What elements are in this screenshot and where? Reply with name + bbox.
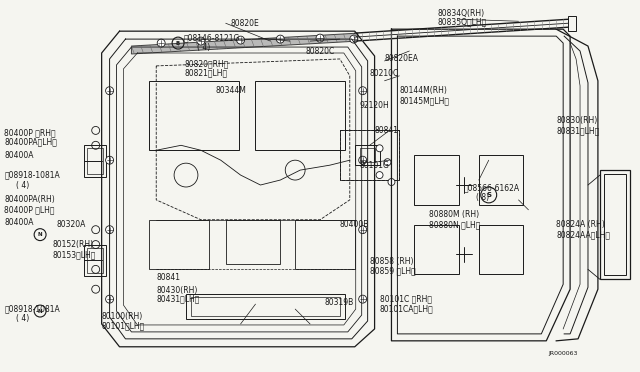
Bar <box>604 174 626 275</box>
Circle shape <box>384 159 391 166</box>
Text: 80400A: 80400A <box>4 218 34 227</box>
Bar <box>414 155 459 205</box>
Text: 80400A: 80400A <box>4 151 34 160</box>
Bar <box>479 225 524 274</box>
Text: 80152(RH): 80152(RH) <box>52 240 93 249</box>
Text: 80400PA(RH): 80400PA(RH) <box>4 195 55 204</box>
Text: 80880M (RH): 80880M (RH) <box>429 210 479 219</box>
Circle shape <box>358 295 367 303</box>
Bar <box>191 297 340 316</box>
Circle shape <box>106 156 113 164</box>
Circle shape <box>316 34 324 42</box>
Text: 80400P 〈RH〉: 80400P 〈RH〉 <box>4 128 56 137</box>
Text: N: N <box>38 232 42 237</box>
Text: 80841: 80841 <box>156 273 180 282</box>
Bar <box>84 244 106 276</box>
Text: Ⓢ08566-6162A: Ⓢ08566-6162A <box>464 183 520 192</box>
Bar <box>84 145 106 177</box>
Text: B: B <box>176 41 180 46</box>
Text: 80858 (RH): 80858 (RH) <box>370 257 413 266</box>
Text: 80319B: 80319B <box>325 298 354 307</box>
Text: S: S <box>486 192 492 198</box>
Text: 80820〈RH〉: 80820〈RH〉 <box>184 60 228 68</box>
Bar <box>340 131 399 180</box>
Text: 80841: 80841 <box>374 126 399 135</box>
Bar <box>360 148 374 162</box>
Bar <box>186 294 345 319</box>
Circle shape <box>358 156 367 164</box>
Circle shape <box>197 37 205 45</box>
Bar <box>479 155 524 205</box>
Text: 80153〈LH〉: 80153〈LH〉 <box>52 250 95 259</box>
Text: 80210C: 80210C <box>370 69 399 78</box>
Bar <box>340 131 399 180</box>
Bar <box>149 220 209 269</box>
Circle shape <box>157 39 165 47</box>
Text: 80820E: 80820E <box>230 19 259 28</box>
Bar <box>149 81 239 150</box>
Text: 80101C 〈RH〉: 80101C 〈RH〉 <box>380 295 431 304</box>
Text: 80431〈LH〉: 80431〈LH〉 <box>156 295 200 304</box>
Text: 80320A: 80320A <box>57 220 86 229</box>
Text: 80820C: 80820C <box>305 46 334 55</box>
Text: 80145M〈LH〉: 80145M〈LH〉 <box>399 96 449 105</box>
Text: 80834Q(RH): 80834Q(RH) <box>437 9 484 18</box>
Text: 80835Q〈LH〉: 80835Q〈LH〉 <box>437 18 486 27</box>
Text: 80344M: 80344M <box>216 86 246 95</box>
Text: ( 8): ( 8) <box>476 193 489 202</box>
Text: N: N <box>38 308 42 314</box>
Text: 80101CA〈LH〉: 80101CA〈LH〉 <box>380 305 433 314</box>
Text: ( 4): ( 4) <box>16 314 29 324</box>
Bar <box>226 220 280 264</box>
Text: 80400PA〈LH〉: 80400PA〈LH〉 <box>4 138 57 147</box>
Text: 80400P 〈LH〉: 80400P 〈LH〉 <box>4 205 55 214</box>
Text: 80880N 〈LH〉: 80880N 〈LH〉 <box>429 220 481 229</box>
Circle shape <box>350 35 358 43</box>
Text: 80831〈LH〉: 80831〈LH〉 <box>556 126 600 135</box>
Text: JR000063: JR000063 <box>548 351 578 356</box>
Text: 80101G: 80101G <box>360 161 390 170</box>
Circle shape <box>358 87 367 95</box>
Bar <box>87 148 102 174</box>
Text: ⓝ08918-1081A: ⓝ08918-1081A <box>4 305 60 314</box>
Circle shape <box>276 35 284 43</box>
Text: 80821〈LH〉: 80821〈LH〉 <box>184 68 227 77</box>
Text: 80101〈LH〉: 80101〈LH〉 <box>102 321 145 330</box>
Text: 80144M(RH): 80144M(RH) <box>399 86 447 95</box>
Text: ( 4): ( 4) <box>197 42 210 52</box>
Text: 80824AA〈LH〉: 80824AA〈LH〉 <box>556 230 610 239</box>
Bar <box>255 81 345 150</box>
Bar <box>414 225 459 274</box>
Bar <box>568 16 576 31</box>
Circle shape <box>237 36 244 44</box>
Bar <box>87 247 102 273</box>
Text: 80830(RH): 80830(RH) <box>556 116 598 125</box>
Circle shape <box>106 226 113 234</box>
Text: 80820EA: 80820EA <box>385 54 419 64</box>
Polygon shape <box>131 33 358 54</box>
Text: ( 4): ( 4) <box>16 180 29 189</box>
Circle shape <box>358 226 367 234</box>
Text: 80430(RH): 80430(RH) <box>156 286 198 295</box>
Text: 80859 〈LH〉: 80859 〈LH〉 <box>370 267 415 276</box>
Bar <box>295 220 355 269</box>
Circle shape <box>106 87 113 95</box>
Text: Ⓓ08146-8121G: Ⓓ08146-8121G <box>184 33 241 43</box>
Text: 80824A (RH): 80824A (RH) <box>556 220 605 229</box>
Text: ⓝ08918-1081A: ⓝ08918-1081A <box>4 171 60 180</box>
Text: 80400B: 80400B <box>340 220 369 229</box>
Bar <box>355 145 380 165</box>
Text: 80100(RH): 80100(RH) <box>102 311 143 321</box>
Circle shape <box>388 179 395 186</box>
Text: 92120H: 92120H <box>360 101 390 110</box>
Circle shape <box>376 145 383 152</box>
Circle shape <box>376 171 383 179</box>
Circle shape <box>106 295 113 303</box>
Bar <box>600 170 630 279</box>
